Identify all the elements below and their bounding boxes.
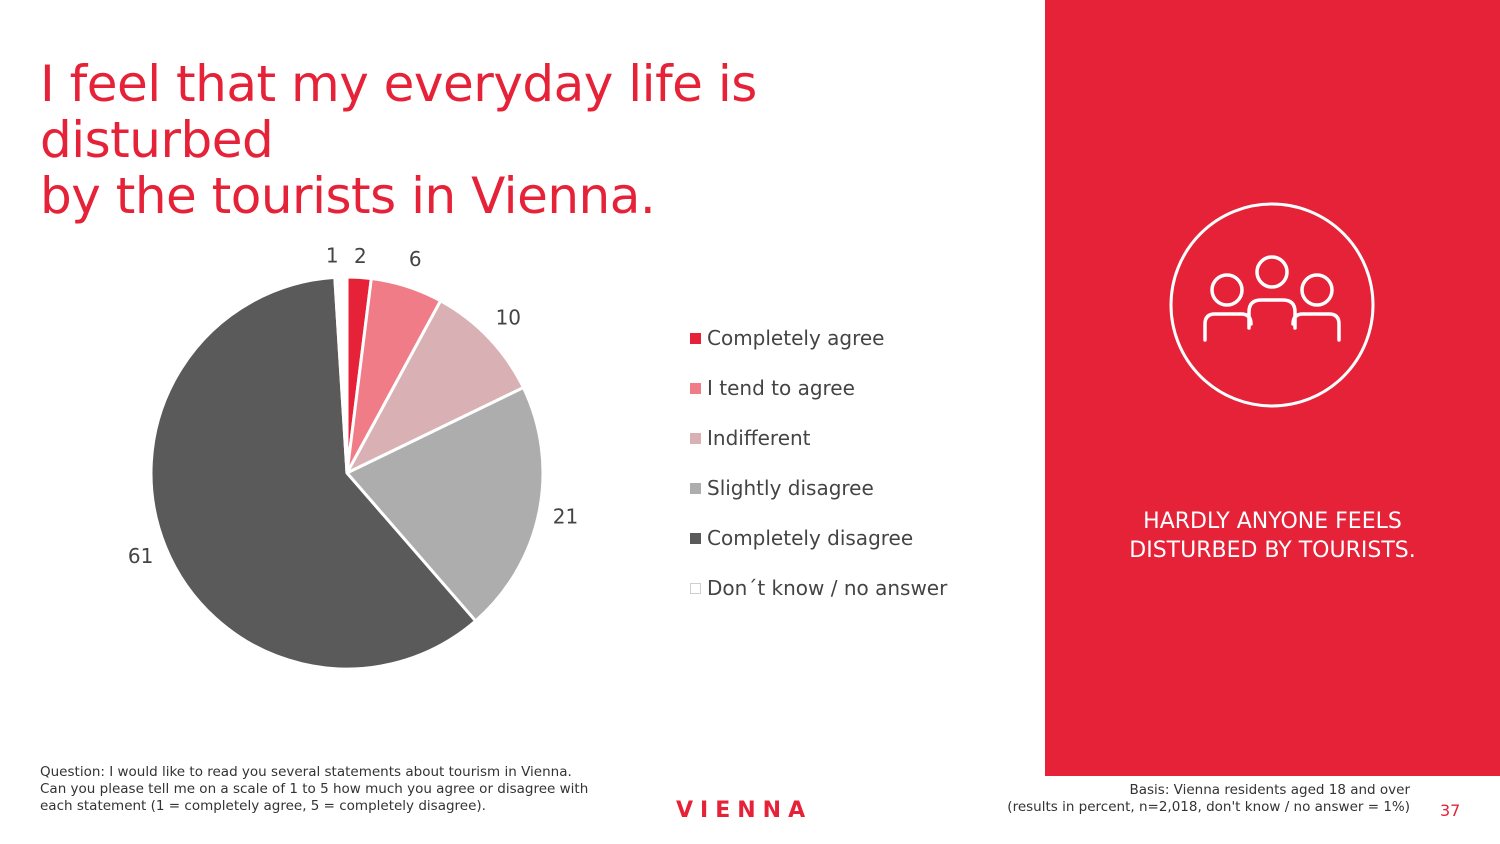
legend-label: Completely disagree xyxy=(707,526,914,550)
legend-item: Don´t know / no answer xyxy=(690,576,947,626)
pie-slice-slightly-disagree xyxy=(344,385,545,624)
people-group-icon xyxy=(1169,202,1375,408)
legend-label: Don´t know / no answer xyxy=(707,576,948,600)
pie-slice-don-t-know-no-answer xyxy=(333,275,349,474)
legend-swatch-slightly-disagree xyxy=(690,483,701,494)
data-label-slightly-disagree: 21 xyxy=(553,504,578,528)
legend-item: Completely agree xyxy=(690,326,947,376)
basis-line-2: (results in percent, n=2,018, don't know… xyxy=(1007,799,1410,815)
legend-label: Slightly disagree xyxy=(707,476,874,500)
legend-swatch-indifferent xyxy=(690,433,701,444)
legend-item: Indifferent xyxy=(690,426,947,476)
basis-note: Basis: Vienna residents aged 18 and over… xyxy=(990,782,1410,816)
legend-swatch-completely-disagree xyxy=(690,533,701,544)
legend-label: Completely agree xyxy=(707,326,885,350)
slide-title: I feel that my everyday life is disturbe… xyxy=(40,56,1000,224)
legend-swatch-tend-to-agree xyxy=(690,383,701,394)
data-label-completely-disagree: 61 xyxy=(128,544,153,568)
legend-swatch-completely-agree xyxy=(690,333,701,344)
highlight-panel: HARDLY ANYONE FEELS DISTURBED BY TOURIST… xyxy=(1045,0,1500,776)
pie-slice-indifferent xyxy=(343,298,526,477)
basis-line-1: Basis: Vienna residents aged 18 and over xyxy=(1129,782,1410,798)
legend-item: I tend to agree xyxy=(690,376,947,426)
data-label-i-tend-to-agree: 6 xyxy=(409,247,422,271)
panel-message-line-2: DISTURBED BY TOURISTS. xyxy=(1129,538,1416,563)
legend-swatch-dont-know xyxy=(690,583,701,594)
chart-legend: Completely agree I tend to agree Indiffe… xyxy=(690,326,947,626)
panel-message-line-1: HARDLY ANYONE FEELS xyxy=(1143,509,1402,534)
page-number: 37 xyxy=(1440,801,1461,820)
legend-label: Indifferent xyxy=(707,426,811,450)
panel-message: HARDLY ANYONE FEELS DISTURBED BY TOURIST… xyxy=(1045,507,1500,565)
legend-item: Completely disagree xyxy=(690,526,947,576)
data-label-don-t-know-no-answer: 1 xyxy=(326,244,339,268)
pie-chart: 2 6 10 21 61 1 xyxy=(128,244,578,671)
legend-item: Slightly disagree xyxy=(690,476,947,526)
vienna-logo: VIENNA xyxy=(676,798,813,823)
data-label-completely-agree: 2 xyxy=(354,244,367,268)
pie-slice-completely-disagree xyxy=(149,275,478,671)
data-label-indifferent: 10 xyxy=(496,306,521,330)
legend-label: I tend to agree xyxy=(707,376,855,400)
title-line-2: by the tourists in Vienna. xyxy=(40,167,656,225)
title-line-1: I feel that my everyday life is disturbe… xyxy=(40,55,757,169)
survey-question: Question: I would like to read you sever… xyxy=(40,764,589,814)
